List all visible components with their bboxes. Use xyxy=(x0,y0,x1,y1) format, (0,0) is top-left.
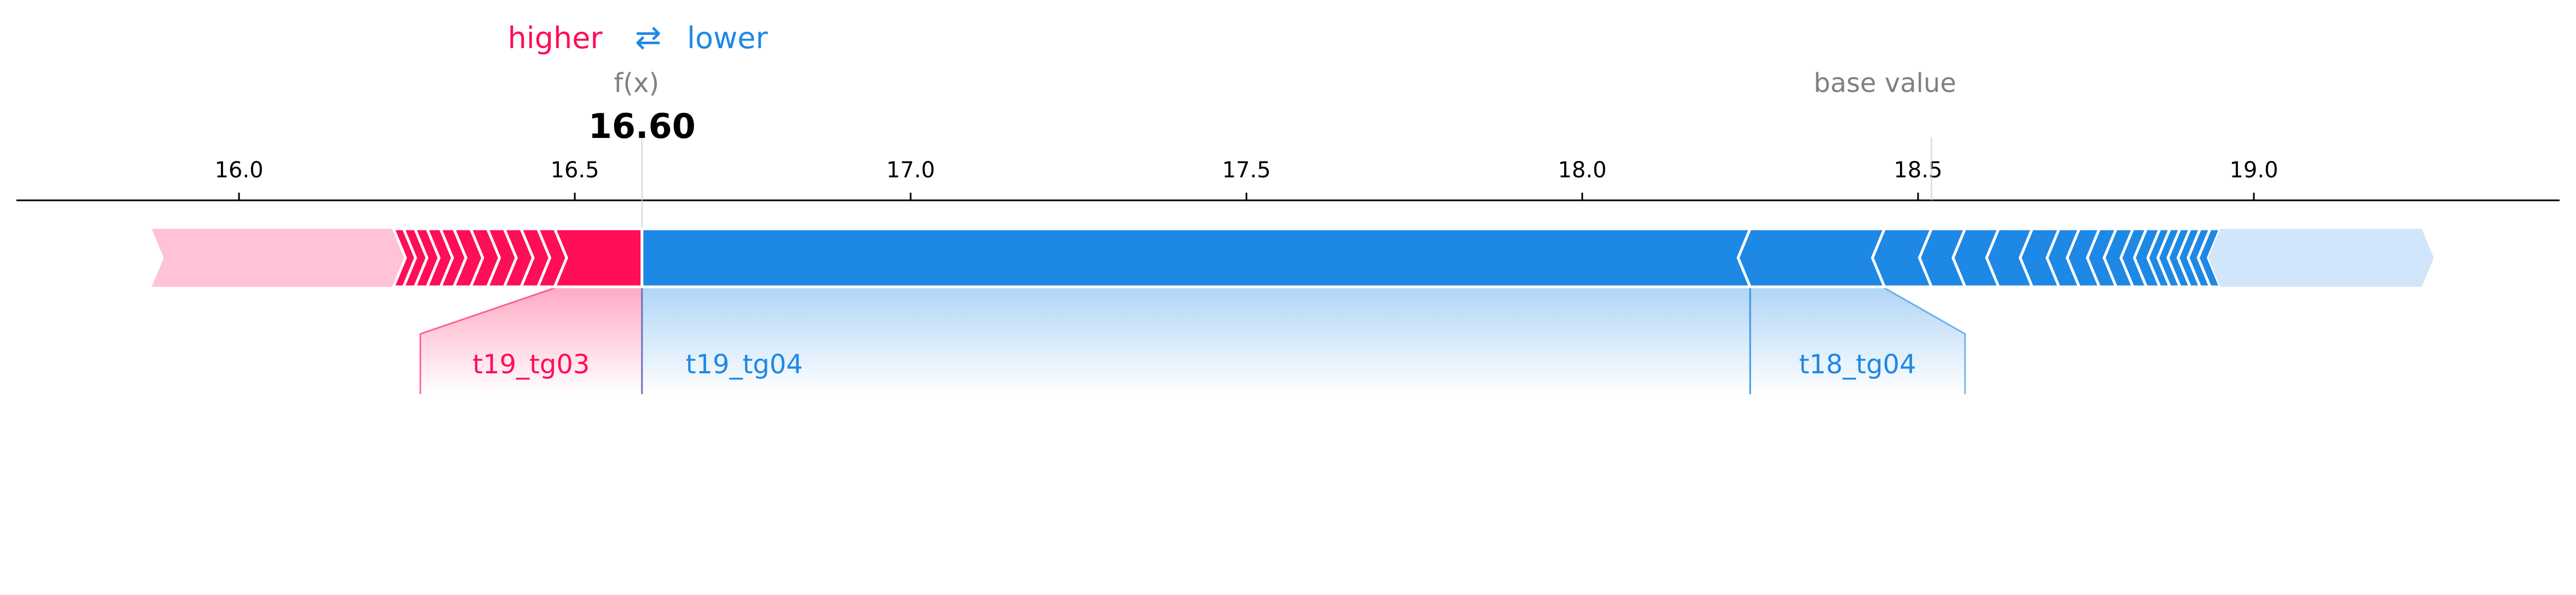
base-value-label: base value xyxy=(1814,68,1956,99)
x-axis-ticks: 16.0 16.5 17.0 17.5 18.0 18.5 19.0 xyxy=(214,158,2278,200)
positive-force-segment xyxy=(552,227,644,288)
feature-label-t19-tg04: t19_tg04 xyxy=(686,349,803,380)
tick-label: 17.0 xyxy=(886,158,935,183)
tick-label: 18.5 xyxy=(1893,158,1942,183)
feature-label-t19-tg03: t19_tg03 xyxy=(473,349,590,380)
negative-force-segment xyxy=(1736,227,1887,288)
label-panel-fill xyxy=(420,288,642,394)
feature-label-panels xyxy=(419,287,1966,394)
label-connector-right xyxy=(1884,287,1966,394)
label-panel-fill xyxy=(642,288,1750,394)
legend-higher-label: higher xyxy=(508,21,603,55)
tick-label: 19.0 xyxy=(2229,158,2278,183)
legend-lower-label: lower xyxy=(687,21,768,55)
fx-label: f(x) xyxy=(614,68,659,99)
fx-value: 16.60 xyxy=(588,106,696,146)
legend-arrows-icon: ⇄ xyxy=(635,19,662,56)
negative-tail-bar xyxy=(2208,229,2434,287)
tick-label: 18.0 xyxy=(1558,158,1606,183)
tick-label: 16.5 xyxy=(550,158,599,183)
label-connector-left xyxy=(419,287,555,394)
force-bars xyxy=(151,227,2434,288)
negative-force-segment xyxy=(640,227,1752,288)
feature-label-t18-tg04: t18_tg04 xyxy=(1799,349,1916,380)
tick-label: 16.0 xyxy=(214,158,263,183)
tick-label: 17.5 xyxy=(1222,158,1270,183)
label-panel-fill xyxy=(1750,288,1965,394)
positive-tail-bar xyxy=(151,229,406,287)
